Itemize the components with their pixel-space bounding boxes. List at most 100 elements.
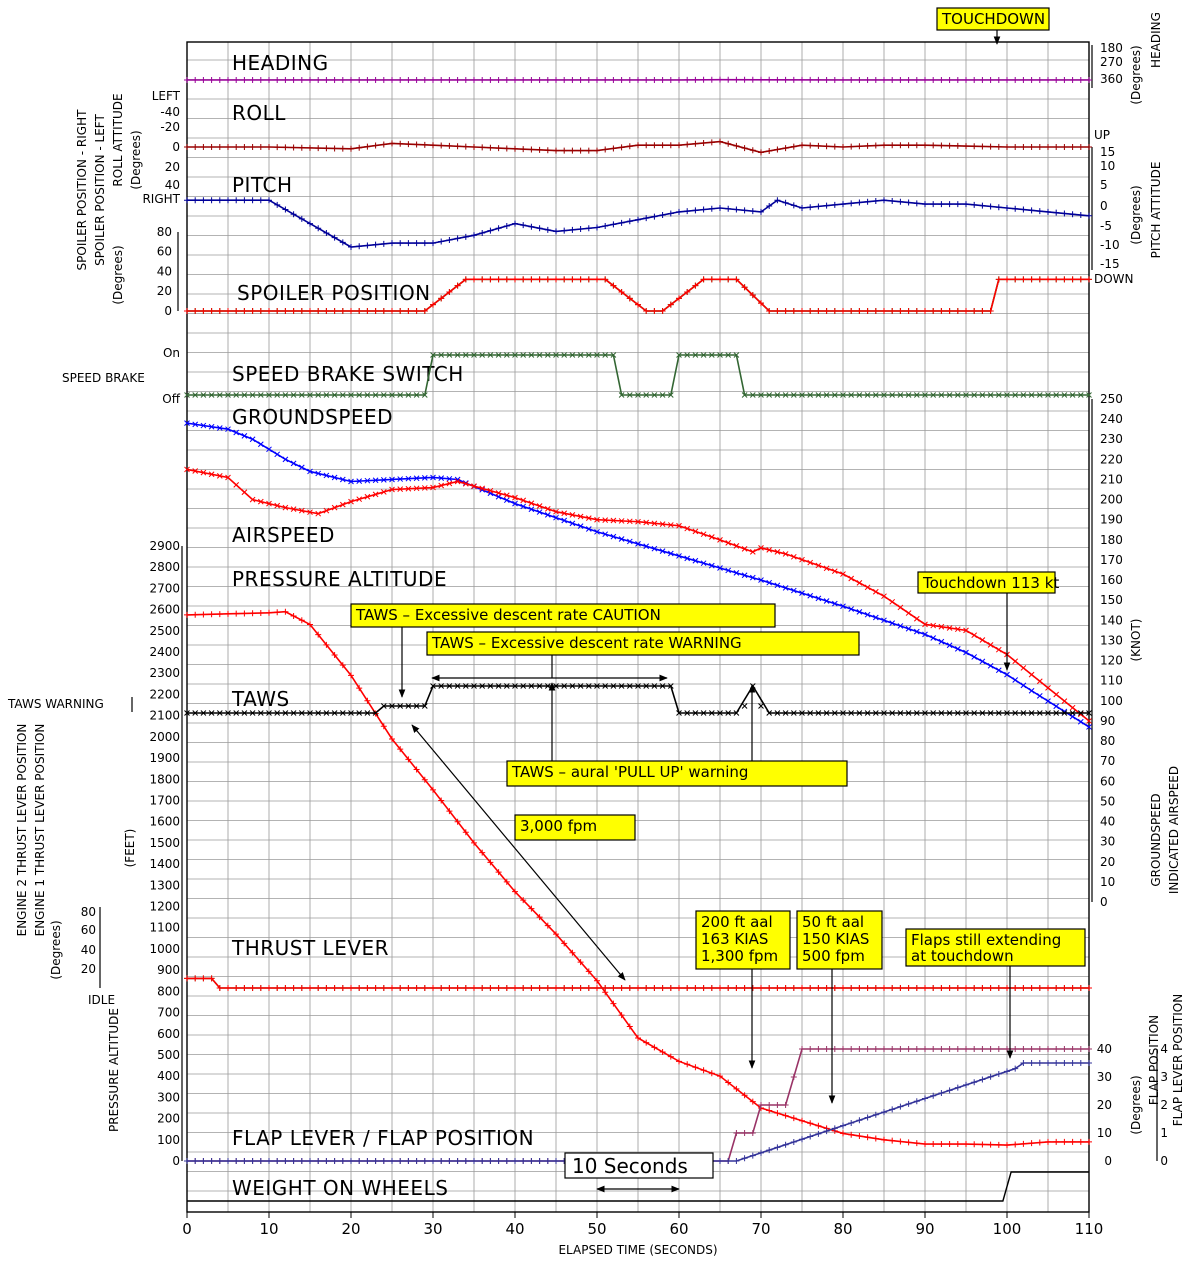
spoiler-left-series-point (725, 276, 732, 283)
heading-series-point (856, 77, 863, 83)
spoiler-left-series-point (528, 276, 535, 283)
altitude-series-point (684, 1061, 691, 1068)
groundspeed-series-point (577, 523, 584, 530)
altitude-series-point (922, 1141, 928, 1148)
groundspeed-series-point (184, 420, 190, 426)
altitude-series-point (257, 610, 264, 617)
pitch-series-point (454, 235, 461, 242)
airspeed-series-point (1028, 671, 1035, 678)
groundspeed-series-point (520, 503, 527, 510)
airspeed-series-point (856, 580, 863, 586)
flap-position-series-point (397, 1158, 404, 1164)
taws-series-point (512, 683, 518, 689)
roll-series-point (766, 147, 773, 154)
engine1-thrust-series-point (413, 985, 420, 991)
altitude-series-point (766, 1107, 773, 1114)
spoiler-left-series-point (372, 308, 379, 314)
speed-brake-series-point (766, 392, 773, 398)
taws-warning-label-box (426, 631, 860, 656)
flap-lever-series-point (946, 1046, 953, 1052)
groundspeed-series-point (307, 468, 313, 475)
airspeed-series-point (938, 623, 945, 630)
taws-series-point (389, 703, 395, 709)
roll-series-point (405, 141, 412, 148)
flap-lever-series-point (823, 1046, 830, 1052)
flap-units: (Degrees) (1129, 1075, 1143, 1134)
thrust-units: (Degrees) (49, 920, 63, 979)
spoiler-left-series-point (577, 276, 584, 283)
heading-series-point (651, 77, 658, 83)
pitch-tick-label: 0 (1100, 199, 1108, 213)
taws-series-point (569, 683, 576, 689)
flap-lever-series-point (979, 1046, 986, 1052)
taws-series-point (503, 683, 510, 689)
taws-series-point (1086, 710, 1092, 716)
point-50ft-label-box (796, 910, 883, 970)
roll-series-point (1004, 144, 1010, 150)
speed-brake-series-point (635, 392, 641, 398)
groundspeed-series-point (922, 631, 928, 638)
altitude-tick-label: 500 (157, 1048, 180, 1062)
roll-tick-label: -20 (160, 120, 180, 134)
speed-brake-series-point (963, 392, 969, 398)
heading-series-point (282, 77, 289, 83)
taws-series-point (208, 710, 215, 716)
pitch-series-point (758, 208, 764, 215)
altitude-tick-label: 2200 (149, 687, 180, 701)
heading-series-point (503, 77, 510, 83)
spoiler-left-series-point (766, 308, 773, 314)
spoiler-left-series-point (282, 308, 289, 314)
pitch-series-point (216, 197, 223, 204)
speed-brake-series-point (823, 392, 830, 398)
groundspeed-series-point (831, 600, 838, 607)
airspeed-series-point (643, 519, 650, 526)
heading-series-point (602, 77, 609, 83)
roll-series-point (790, 143, 797, 150)
airspeed-series-point (667, 522, 674, 528)
altitude-tick-label: 2300 (149, 666, 180, 680)
heading-series-point (192, 77, 199, 83)
groundspeed-series-point (569, 520, 576, 527)
groundspeed-series-point (323, 472, 330, 479)
heading-series-point (618, 77, 625, 83)
heading-series-point (372, 77, 379, 83)
roll-series-point (479, 144, 486, 151)
pitch-series-point (913, 200, 920, 207)
roll-series-point (831, 143, 838, 150)
flap-lever-series-point (1012, 1046, 1019, 1052)
altitude-series-point (389, 735, 395, 742)
taws-series-point (446, 683, 453, 689)
groundspeed-legend: GROUNDSPEED (1149, 793, 1163, 886)
spoiler-left-series-point (364, 308, 371, 314)
heading-tick-label: 180 (1100, 41, 1123, 55)
airspeed-series-point (192, 468, 199, 474)
airspeed-series-point (766, 547, 773, 553)
taws-series-point (471, 683, 477, 689)
flap-position-legend: FLAP POSITION (1147, 1015, 1161, 1105)
altitude-series-point (1077, 1138, 1084, 1145)
flap-position-series-point (774, 1144, 781, 1151)
spoiler-left-series-point (430, 301, 436, 308)
pitch-series-point (585, 225, 592, 232)
roll-series-point (249, 144, 256, 150)
x-tick-label: 70 (751, 1220, 770, 1238)
heading-series-point (954, 77, 961, 83)
engine1-thrust-series-point (979, 985, 986, 991)
altitude-tick-label: 1800 (149, 772, 180, 786)
heading-series-point (1061, 77, 1068, 83)
heading-series-point (241, 77, 248, 83)
flap-lever-series-point (807, 1046, 814, 1052)
touchdown-speed-label: Touchdown 113 kt (917, 571, 1059, 594)
altitude-tick-label: 1300 (149, 878, 180, 892)
engine1-thrust-series-point (643, 985, 650, 991)
groundspeed-series-point (257, 441, 264, 448)
spoiler-left-series-point (1086, 276, 1092, 283)
heading-series-point (405, 77, 412, 83)
roll-tick-label: -40 (160, 105, 180, 119)
airspeed-series-point (684, 525, 691, 532)
spoiler-left-series-point (954, 308, 961, 314)
taws-series-point (930, 710, 937, 716)
groundspeed-series-markers (184, 420, 1092, 730)
speed-brake-series-point (356, 392, 363, 398)
pitch-tick-label: UP (1094, 128, 1110, 142)
